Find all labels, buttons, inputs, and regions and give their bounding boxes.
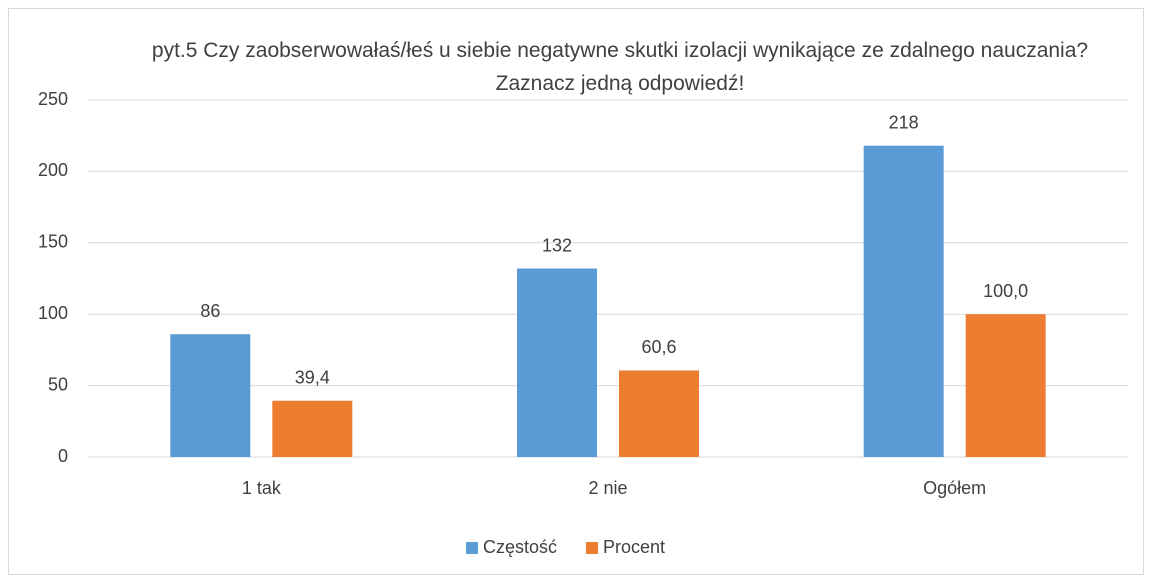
- y-tick-label: 50: [48, 374, 68, 394]
- legend-label: Częstość: [483, 537, 557, 557]
- chart-title: pyt.5 Czy zaobserwowałaś/łeś u siebie ne…: [151, 39, 1089, 95]
- data-label: 86: [200, 301, 220, 321]
- data-label: 132: [542, 235, 572, 255]
- data-label: 100,0: [983, 281, 1028, 301]
- bar: [965, 314, 1046, 457]
- y-tick-label: 0: [58, 446, 68, 466]
- x-tick-label: 2 nie: [588, 478, 627, 498]
- y-tick-label: 200: [38, 160, 68, 180]
- data-label: 218: [889, 112, 919, 132]
- x-tick-label: Ogółem: [923, 478, 986, 498]
- legend-label: Procent: [603, 537, 665, 557]
- bar: [272, 400, 353, 457]
- data-label: 60,6: [641, 337, 676, 357]
- y-tick-label: 100: [38, 303, 68, 323]
- x-tick-label: 1 tak: [242, 478, 282, 498]
- bar: [517, 268, 597, 457]
- bar: [170, 334, 251, 457]
- bar: [863, 145, 944, 458]
- y-tick-label: 150: [38, 232, 68, 252]
- legend-swatch: [466, 542, 478, 554]
- bar: [619, 370, 699, 457]
- data-label: 39,4: [295, 367, 330, 387]
- legend-swatch: [586, 542, 598, 554]
- y-tick-label: 250: [38, 89, 68, 109]
